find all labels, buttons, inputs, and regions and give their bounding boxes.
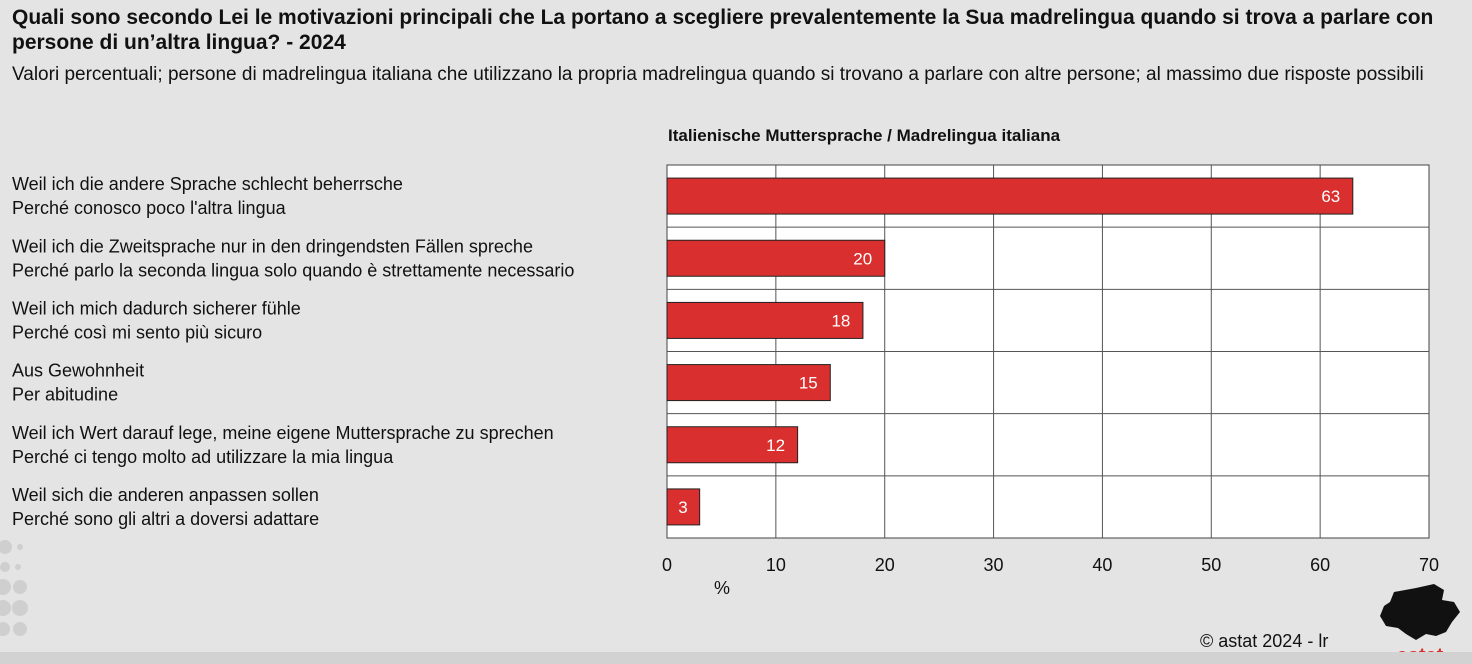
bar [666,177,1354,215]
category-label-line: Perché così mi sento più sicuro [12,322,262,342]
category-label-line: Weil ich die andere Sprache schlecht beh… [12,174,403,194]
logo-map-icon [1380,584,1460,640]
bar [666,426,799,464]
bar-value-label: 63 [1321,187,1340,206]
x-tick-label: 70 [1419,555,1439,575]
bar-value-label: 20 [853,249,872,268]
category-label-line: Perché sono gli altri a doversi adattare [12,509,319,529]
x-axis-unit: % [714,578,730,598]
x-tick-label: 30 [984,555,1004,575]
value-labels: 63 20 18 15 12 3 [678,187,1340,517]
category-label-line: Perché ci tengo molto ad utilizzare la m… [12,447,394,467]
x-tick-label: 40 [1092,555,1112,575]
category-label-line: Aus Gewohnheit [12,361,144,381]
category-label-line: Weil ich Wert darauf lege, meine eigene … [12,423,554,443]
x-tick-label: 10 [766,555,786,575]
category-label-line: Weil sich die anderen anpassen sollen [12,485,319,505]
bar [666,364,831,402]
bar-value-label: 3 [678,498,687,517]
category-label-line: Per abitudine [12,385,118,405]
bar [666,239,886,277]
category-label-line: Perché conosco poco l'altra lingua [12,198,287,218]
horizontal-gridlines [667,226,1429,477]
bar-chart: 63 20 18 15 12 3 0 10 20 30 40 50 60 70 Weil ich die… [12,164,1439,598]
x-tick-label: 50 [1201,555,1221,575]
x-tick-label: 20 [875,555,895,575]
page-title: Quali sono secondo Lei le motivazioni pr… [12,6,1434,54]
chart-title: Italienische Muttersprache / Madrelingua… [668,126,1061,145]
category-label-line: Weil ich mich dadurch sicherer fühle [12,298,301,318]
x-tick-label: 60 [1310,555,1330,575]
copyright: © astat 2024 - lr [1200,631,1329,651]
bar-value-label: 12 [766,436,785,455]
category-label-line: Perché parlo la seconda lingua solo quan… [12,260,574,280]
bar [666,488,701,526]
x-tick-labels: 0 10 20 30 40 50 60 70 [662,555,1439,575]
footer-bar [0,652,1472,664]
bar [666,301,864,339]
bar-value-label: 18 [831,311,850,330]
decorative-dots [0,540,28,636]
bars [666,177,1354,526]
category-label-line: Weil ich die Zweitsprache nur in den dri… [12,236,533,256]
bar-value-label: 15 [799,374,818,393]
x-tick-label: 0 [662,555,672,575]
category-labels: Weil ich die andere Sprache schlecht beh… [12,174,574,529]
page-subtitle: Valori percentuali; persone di madreling… [12,64,1424,85]
